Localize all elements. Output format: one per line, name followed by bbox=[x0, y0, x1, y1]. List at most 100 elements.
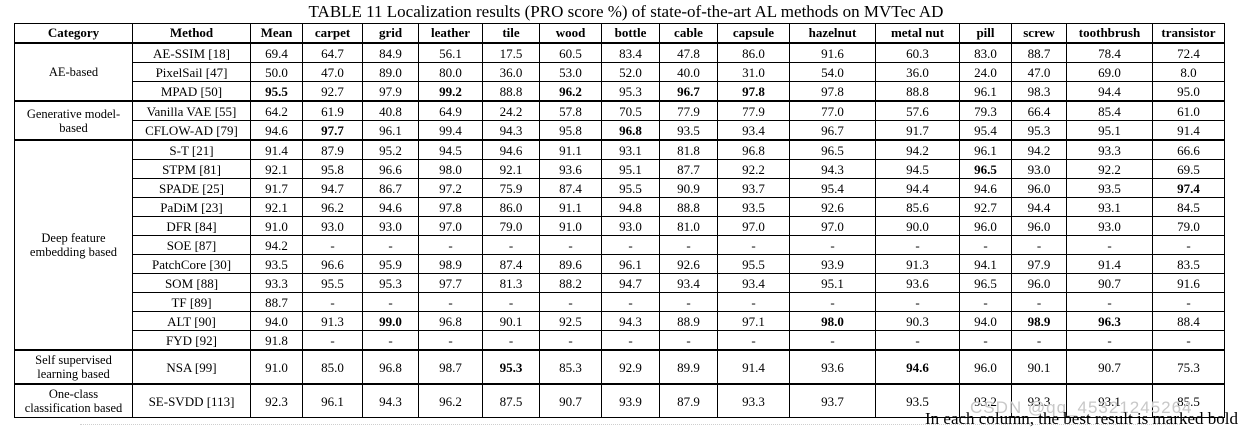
value: 66.4 bbox=[1027, 103, 1051, 119]
column-header: wood bbox=[539, 23, 602, 44]
value-cell: 94.5 bbox=[418, 139, 483, 160]
value-cell: 95.2 bbox=[362, 139, 419, 160]
column-header: pill bbox=[959, 23, 1012, 44]
value-cell: - bbox=[302, 330, 363, 351]
value-cell: 90.3 bbox=[875, 311, 960, 331]
value-cell: 95.5 bbox=[717, 254, 790, 274]
value-cell: 95.8 bbox=[302, 159, 363, 179]
value-cell: - bbox=[418, 235, 483, 255]
value: - bbox=[330, 332, 335, 348]
value: 96.1 bbox=[619, 256, 642, 272]
value: 60.5 bbox=[559, 45, 582, 61]
value-cell: 95.3 bbox=[601, 81, 660, 102]
value-cell: 99.2 bbox=[418, 81, 483, 102]
value: 92.3 bbox=[265, 393, 288, 409]
value: 95.1 bbox=[1098, 122, 1121, 138]
value-cell: 97.0 bbox=[717, 216, 790, 236]
value-cell: 85.5 bbox=[1152, 383, 1225, 418]
value: - bbox=[330, 237, 335, 253]
value-cell: 94.7 bbox=[601, 273, 660, 293]
value: 94.5 bbox=[439, 142, 462, 158]
method-cell: NSA [99] bbox=[132, 349, 251, 385]
value-cell: 79.0 bbox=[482, 216, 540, 236]
value-cell: - bbox=[539, 330, 602, 351]
value: 93.6 bbox=[906, 275, 929, 291]
column-header: hazelnut bbox=[789, 23, 876, 44]
value-cell: 88.8 bbox=[659, 197, 718, 217]
value: - bbox=[508, 294, 514, 310]
value-cell: 95.4 bbox=[959, 120, 1012, 141]
value: 95.5 bbox=[321, 275, 344, 291]
value-cell: 81.8 bbox=[659, 139, 718, 160]
value-cell: 93.4 bbox=[659, 273, 718, 293]
column-header: carpet bbox=[302, 23, 363, 44]
value-cell: 96.8 bbox=[601, 120, 660, 141]
method-cell: SOE [87] bbox=[132, 235, 251, 255]
category-cell: Self supervised learning based bbox=[14, 349, 133, 385]
value-cell: 93.3 bbox=[717, 383, 790, 418]
value: 87.4 bbox=[499, 256, 523, 272]
value-cell: 88.7 bbox=[1011, 42, 1067, 63]
value-cell: 96.2 bbox=[539, 81, 602, 102]
value-cell: 95.5 bbox=[302, 273, 363, 293]
value-cell: 96.0 bbox=[1011, 216, 1067, 236]
value-cell: 93.1 bbox=[601, 139, 660, 160]
value: - bbox=[915, 332, 920, 348]
value: - bbox=[686, 332, 691, 348]
value: - bbox=[448, 237, 453, 253]
value: 90.1 bbox=[1027, 359, 1051, 375]
value: 92.7 bbox=[321, 83, 344, 99]
value-cell: 96.2 bbox=[418, 383, 483, 418]
value-cell: 92.7 bbox=[959, 197, 1012, 217]
value: 94.7 bbox=[321, 180, 344, 196]
value: 85.6 bbox=[906, 199, 929, 215]
best-value: 98.0 bbox=[821, 313, 844, 329]
best-value: 97.7 bbox=[321, 122, 344, 138]
value-cell: 88.9 bbox=[659, 311, 718, 331]
value-cell: 57.6 bbox=[875, 100, 960, 121]
value: 93.4 bbox=[742, 122, 765, 138]
value-cell: 93.9 bbox=[789, 254, 876, 274]
value: 92.1 bbox=[265, 161, 288, 177]
value-cell: 97.2 bbox=[418, 178, 483, 198]
table-row: ALT [90] 94.0 91.3 99.0 96.8 90.1 92.5 94.3 88.9… bbox=[15, 311, 1225, 331]
value-cell: 92.7 bbox=[302, 81, 363, 102]
category-cell: AE-based bbox=[14, 42, 133, 102]
value: 94.2 bbox=[906, 142, 929, 158]
value: 96.8 bbox=[439, 313, 462, 329]
value: 83.0 bbox=[974, 45, 997, 61]
value: 94.3 bbox=[821, 161, 844, 177]
value-cell: 75.3 bbox=[1152, 349, 1225, 385]
value-cell: - bbox=[875, 235, 960, 255]
value: 97.7 bbox=[439, 275, 462, 291]
value: 93.6 bbox=[559, 161, 582, 177]
value-cell: 96.2 bbox=[302, 197, 363, 217]
value: 81.8 bbox=[677, 142, 700, 158]
value: 87.4 bbox=[559, 180, 582, 196]
value-cell: 24.2 bbox=[482, 100, 540, 121]
value: 57.8 bbox=[559, 103, 582, 119]
value-cell: 94.4 bbox=[875, 178, 960, 198]
value: 53.0 bbox=[559, 64, 582, 80]
value-cell: 75.9 bbox=[482, 178, 540, 198]
table-row: CFLOW-AD [79] 94.6 97.7 96.1 99.4 94.3 95.8 96.… bbox=[15, 120, 1225, 141]
value-cell: - bbox=[1152, 330, 1225, 351]
value: 91.3 bbox=[321, 313, 344, 329]
method-cell: SPADE [25] bbox=[132, 178, 251, 198]
value: 95.1 bbox=[821, 275, 844, 291]
value: 81.3 bbox=[499, 275, 523, 291]
value-cell: 85.4 bbox=[1066, 100, 1153, 121]
value: 93.3 bbox=[1098, 142, 1121, 158]
value: - bbox=[830, 332, 835, 348]
value: 88.8 bbox=[499, 83, 523, 99]
value: 40.8 bbox=[379, 103, 402, 119]
value: 94.3 bbox=[499, 122, 523, 138]
value: 95.0 bbox=[1177, 83, 1200, 99]
value-cell: 93.0 bbox=[362, 216, 419, 236]
value: - bbox=[686, 294, 691, 310]
value-cell: 84.9 bbox=[362, 42, 419, 63]
value: - bbox=[330, 294, 335, 310]
value: 87.7 bbox=[677, 161, 700, 177]
value-cell: 97.8 bbox=[789, 81, 876, 102]
value-cell: 86.7 bbox=[362, 178, 419, 198]
